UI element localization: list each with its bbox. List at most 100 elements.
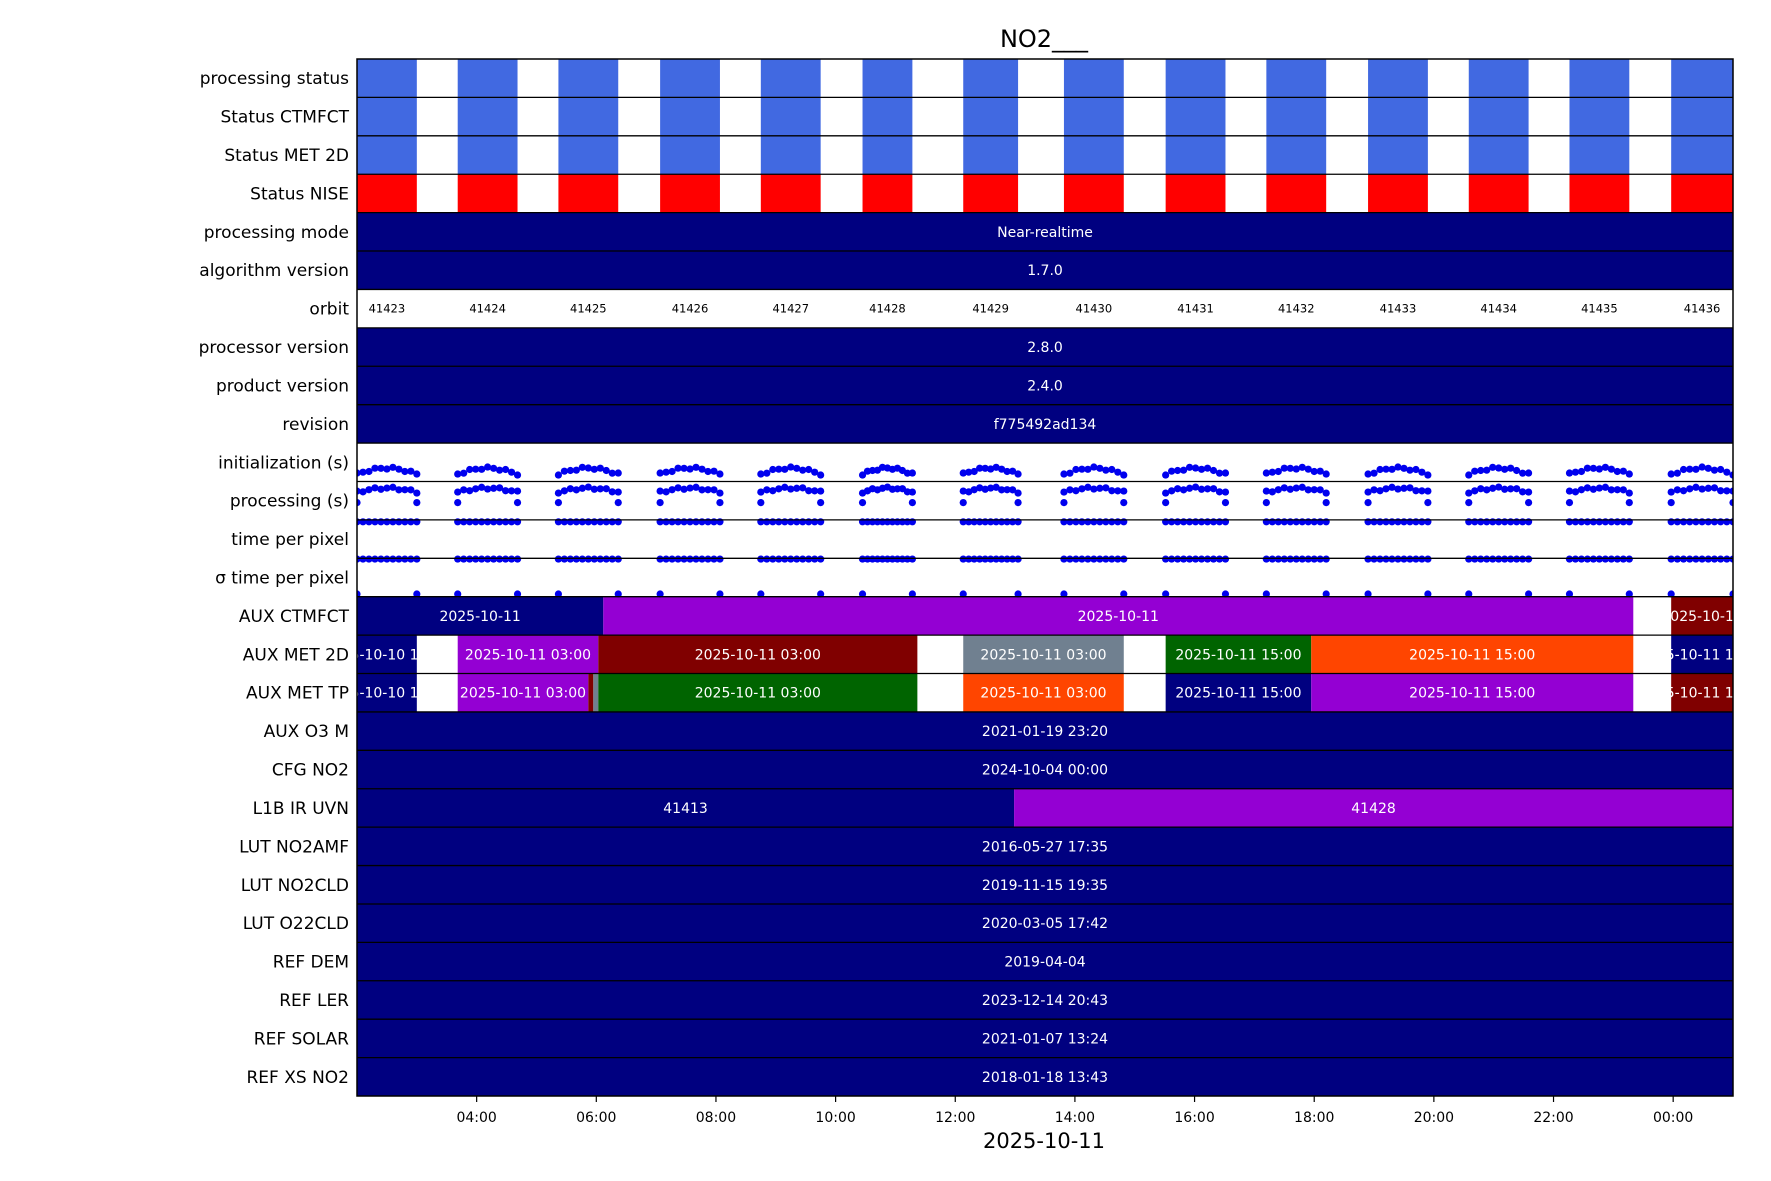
data-point (1120, 499, 1128, 507)
band-segment (357, 865, 1733, 904)
data-point (357, 555, 361, 563)
data-point (1120, 590, 1128, 598)
data-point (578, 463, 586, 471)
data-point (1108, 555, 1116, 563)
data-point (817, 590, 825, 598)
data-point (608, 469, 616, 477)
data-point (1565, 590, 1574, 598)
data-point (1679, 555, 1688, 563)
data-point (357, 499, 361, 507)
status-bar (457, 135, 518, 175)
chart-frame (356, 58, 1734, 1097)
data-point (1400, 464, 1408, 472)
data-point (893, 555, 902, 563)
data-point (1262, 487, 1270, 495)
data-point (1316, 555, 1324, 563)
data-point (1262, 499, 1270, 507)
data-point (1501, 465, 1509, 473)
data-point (757, 488, 765, 496)
data-point (1625, 489, 1633, 497)
segment-label: 2025-10-10 15:00 (324, 686, 450, 702)
orbit-label: 41425 (570, 302, 607, 316)
data-point (1471, 467, 1479, 475)
data-point (1667, 470, 1675, 478)
data-point (1060, 488, 1068, 496)
data-point (460, 469, 468, 477)
data-point (1298, 483, 1306, 491)
data-point (698, 465, 706, 473)
data-point (793, 484, 801, 492)
status-bar (1468, 135, 1529, 175)
data-point (1292, 555, 1300, 563)
data-point (965, 555, 973, 563)
data-point (1304, 486, 1312, 494)
data-point (1215, 488, 1224, 496)
data-point (1179, 486, 1188, 494)
status-bar (760, 174, 821, 213)
data-point (662, 488, 670, 496)
data-point (1565, 487, 1574, 495)
data-point (454, 590, 462, 598)
status-bar (660, 97, 720, 136)
data-point (1625, 470, 1633, 478)
data-point (1692, 555, 1700, 563)
data-point (1394, 555, 1402, 563)
data-point (1322, 590, 1330, 598)
data-point (572, 555, 580, 563)
data-point (566, 466, 574, 475)
status-bar (1266, 59, 1327, 98)
row-label: LUT NO2AMF (239, 837, 349, 857)
data-point (1382, 465, 1390, 473)
data-point (1388, 465, 1396, 473)
data-point (590, 555, 598, 563)
data-point (1274, 555, 1282, 563)
data-point (1613, 467, 1621, 476)
row-label: processor version (199, 338, 349, 358)
data-point (1382, 485, 1390, 493)
data-point (959, 469, 967, 477)
data-point (1679, 487, 1688, 495)
data-point (1003, 555, 1011, 563)
data-point (704, 555, 712, 563)
band-segment (357, 942, 1733, 981)
data-point (858, 590, 867, 598)
data-point (1400, 555, 1408, 563)
status-bar (1368, 59, 1428, 98)
segment-label: 2025-10-11 15:00 (1639, 686, 1765, 702)
data-point (359, 488, 367, 496)
status-bar (1569, 97, 1630, 136)
segment-label: 2025-10-11 15:00 (1409, 647, 1535, 663)
segment-label: 2023-12-14 20:43 (982, 993, 1108, 1009)
data-point (495, 484, 504, 492)
status-bar (1569, 135, 1630, 175)
data-point (710, 486, 718, 494)
data-point (507, 487, 516, 495)
x-axis: 04:00 06:00 08:00 10:00 12:00 14:00 16:00 18:00… (456, 1096, 1693, 1126)
data-point (566, 485, 574, 493)
data-point (1673, 486, 1681, 494)
data-point (1316, 486, 1324, 494)
status-bar (1266, 174, 1327, 213)
data-point (716, 489, 724, 497)
data-point (602, 485, 610, 493)
data-point (1565, 469, 1574, 477)
data-point (1483, 466, 1491, 474)
row-label: CFG NO2 (272, 761, 349, 781)
data-point (1619, 467, 1627, 475)
data-point (1060, 470, 1068, 478)
data-point (1619, 555, 1627, 563)
status-bar (1165, 174, 1226, 213)
data-point (716, 555, 724, 563)
band-segment (598, 673, 918, 712)
data-point (1710, 466, 1719, 474)
data-point (513, 471, 522, 479)
data-point (377, 485, 385, 493)
data-point (1096, 484, 1104, 492)
data-point (1185, 555, 1194, 563)
data-point (554, 471, 563, 479)
data-point (710, 467, 718, 475)
data-point (1571, 488, 1580, 496)
segment-label: 2.8.0 (1027, 340, 1063, 356)
x-tick-label: 22:00 (1533, 1110, 1573, 1126)
data-point (1729, 590, 1733, 598)
